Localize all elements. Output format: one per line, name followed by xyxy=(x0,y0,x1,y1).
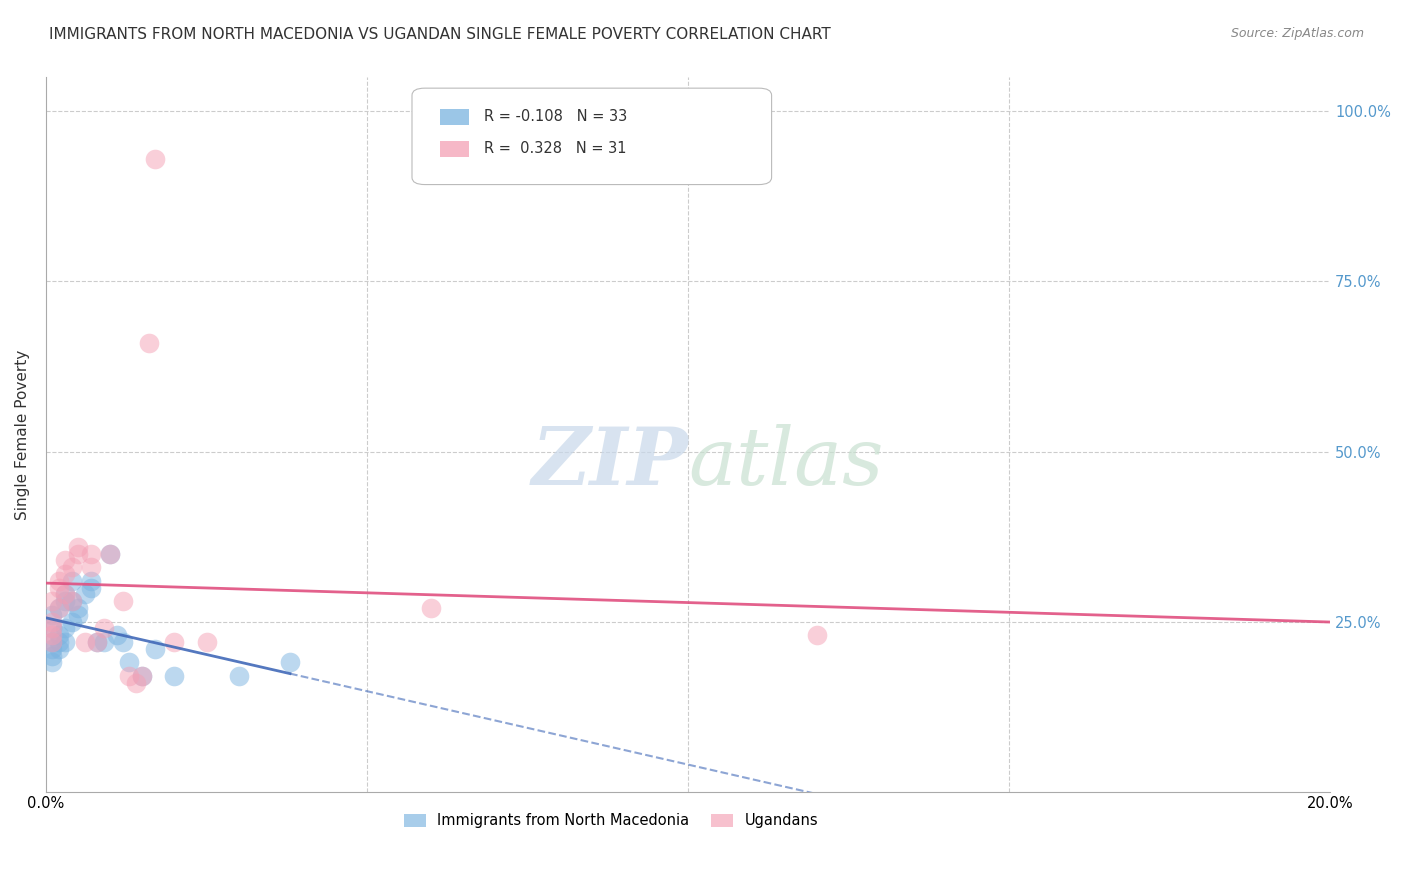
Point xyxy=(98,547,121,561)
Point xyxy=(278,656,301,670)
Point xyxy=(53,553,76,567)
Point xyxy=(118,669,141,683)
FancyBboxPatch shape xyxy=(412,88,772,185)
Point xyxy=(41,656,63,670)
Point xyxy=(48,574,70,588)
Bar xyxy=(440,141,468,157)
Point xyxy=(80,574,103,588)
Point xyxy=(131,669,153,683)
Point xyxy=(73,587,96,601)
Point xyxy=(163,635,186,649)
Point xyxy=(41,607,63,622)
Point xyxy=(41,641,63,656)
Point xyxy=(67,547,90,561)
Point xyxy=(112,635,135,649)
Point xyxy=(118,656,141,670)
Point xyxy=(86,635,108,649)
Point xyxy=(93,621,115,635)
Point xyxy=(93,635,115,649)
Point xyxy=(143,641,166,656)
Point xyxy=(143,152,166,166)
Point xyxy=(73,635,96,649)
Point xyxy=(138,335,160,350)
Point xyxy=(67,607,90,622)
Point xyxy=(112,594,135,608)
Point xyxy=(41,594,63,608)
Text: atlas: atlas xyxy=(688,425,883,502)
Point xyxy=(80,547,103,561)
Point xyxy=(41,621,63,635)
Point xyxy=(86,635,108,649)
Point xyxy=(163,669,186,683)
Point xyxy=(41,621,63,635)
Text: Source: ZipAtlas.com: Source: ZipAtlas.com xyxy=(1230,27,1364,40)
Point xyxy=(53,566,76,581)
Point xyxy=(48,581,70,595)
Point xyxy=(228,669,250,683)
Point xyxy=(806,628,828,642)
Point xyxy=(48,628,70,642)
Point xyxy=(67,601,90,615)
Point xyxy=(80,581,103,595)
Point xyxy=(53,587,76,601)
Point xyxy=(195,635,218,649)
Point xyxy=(98,547,121,561)
Point xyxy=(60,615,83,629)
Point xyxy=(80,560,103,574)
Point xyxy=(131,669,153,683)
Legend: Immigrants from North Macedonia, Ugandans: Immigrants from North Macedonia, Ugandan… xyxy=(398,807,824,834)
Bar xyxy=(440,109,468,125)
Point xyxy=(48,601,70,615)
Point xyxy=(53,621,76,635)
Point xyxy=(125,675,148,690)
Point xyxy=(60,574,83,588)
Point xyxy=(41,615,63,629)
Point xyxy=(420,601,443,615)
Point xyxy=(53,587,76,601)
Point xyxy=(48,601,70,615)
Point xyxy=(41,635,63,649)
Point xyxy=(41,648,63,663)
Text: R =  0.328   N = 31: R = 0.328 N = 31 xyxy=(484,141,627,156)
Point xyxy=(60,560,83,574)
Point xyxy=(67,540,90,554)
Point xyxy=(41,628,63,642)
Point xyxy=(48,635,70,649)
Point xyxy=(48,641,70,656)
Point xyxy=(60,594,83,608)
Point xyxy=(53,635,76,649)
Y-axis label: Single Female Poverty: Single Female Poverty xyxy=(15,350,30,520)
Point xyxy=(105,628,128,642)
Point xyxy=(60,594,83,608)
Text: ZIP: ZIP xyxy=(531,425,688,502)
Text: IMMIGRANTS FROM NORTH MACEDONIA VS UGANDAN SINGLE FEMALE POVERTY CORRELATION CHA: IMMIGRANTS FROM NORTH MACEDONIA VS UGAND… xyxy=(49,27,831,42)
Point xyxy=(53,594,76,608)
Point xyxy=(41,635,63,649)
Text: R = -0.108   N = 33: R = -0.108 N = 33 xyxy=(484,109,627,124)
